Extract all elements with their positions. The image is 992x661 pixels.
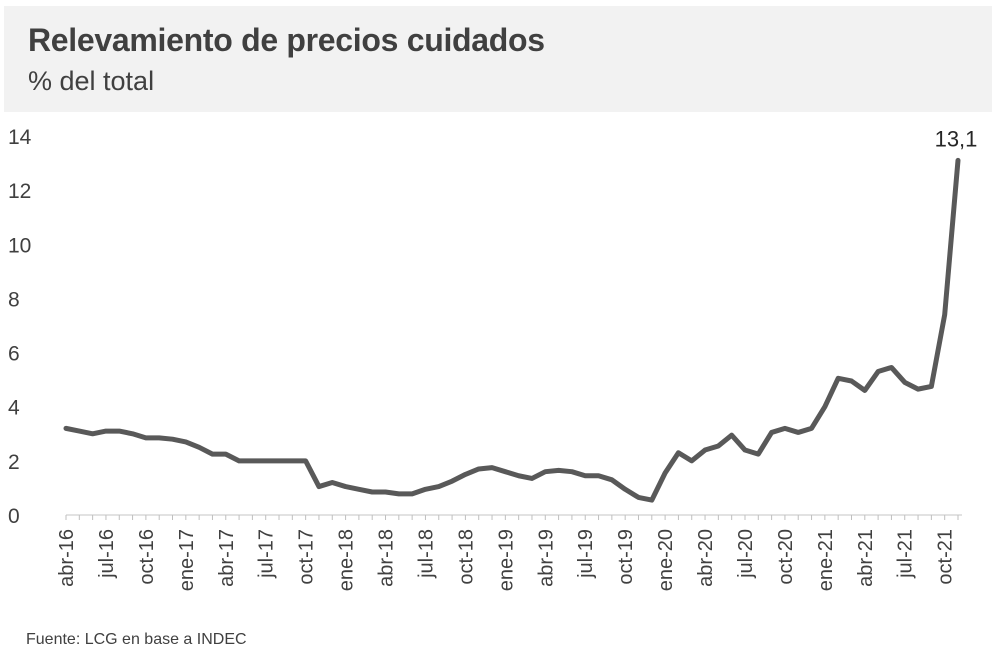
series-line — [63, 157, 961, 503]
chart-title: Relevamiento de precios cuidados — [28, 22, 545, 58]
x-tick-label: abr-16 — [56, 529, 78, 587]
source-note: Fuente: LCG en base a INDEC — [26, 631, 247, 648]
x-tick-label: abr-21 — [855, 529, 877, 587]
x-tick-label: abr-18 — [376, 529, 398, 587]
x-axis: abr-16 jul-16 oct-16 ene-17 abr-17 jul-17 oct-… — [56, 515, 959, 591]
chart-header: Relevamiento de precios cuidados % del t… — [4, 6, 992, 112]
x-tick-label: jul-16 — [96, 529, 118, 579]
y-tick-label: 2 — [8, 451, 20, 474]
x-tick-label: ene-18 — [336, 529, 358, 591]
x-tick-label: abr-19 — [535, 529, 557, 587]
y-axis: 0 2 4 6 8 10 12 14 — [8, 126, 32, 528]
x-tick-label: oct-16 — [136, 529, 158, 585]
x-tick-label: abr-20 — [695, 529, 717, 587]
y-tick-label: 4 — [8, 397, 20, 420]
x-tick-label: jul-17 — [256, 529, 278, 579]
y-tick-label: 12 — [8, 180, 31, 203]
annotation-label: 13,1 — [935, 126, 978, 151]
y-tick-label: 14 — [8, 126, 32, 149]
x-tick-label: oct-20 — [775, 529, 797, 585]
x-tick-label: abr-17 — [216, 529, 238, 587]
x-tick-label: oct-18 — [455, 529, 477, 585]
x-tick-label: oct-21 — [935, 529, 957, 585]
x-tick-label: ene-20 — [655, 529, 677, 591]
y-tick-label: 8 — [8, 288, 20, 311]
x-tick-label: ene-17 — [176, 529, 198, 591]
y-tick-label: 0 — [8, 505, 20, 528]
x-tick-label: jul-20 — [735, 529, 757, 579]
chart-subtitle: % del total — [28, 66, 155, 96]
x-tick-label: oct-17 — [296, 529, 318, 585]
x-tick-label: ene-21 — [815, 529, 837, 591]
x-tick-label: jul-21 — [895, 529, 917, 579]
x-tick-label: jul-19 — [575, 529, 597, 579]
y-tick-label: 10 — [8, 234, 31, 257]
x-tick-label: oct-19 — [615, 529, 637, 585]
x-tick-label: ene-19 — [495, 529, 517, 591]
x-tick-label: jul-18 — [415, 529, 437, 579]
y-tick-label: 6 — [8, 343, 20, 366]
